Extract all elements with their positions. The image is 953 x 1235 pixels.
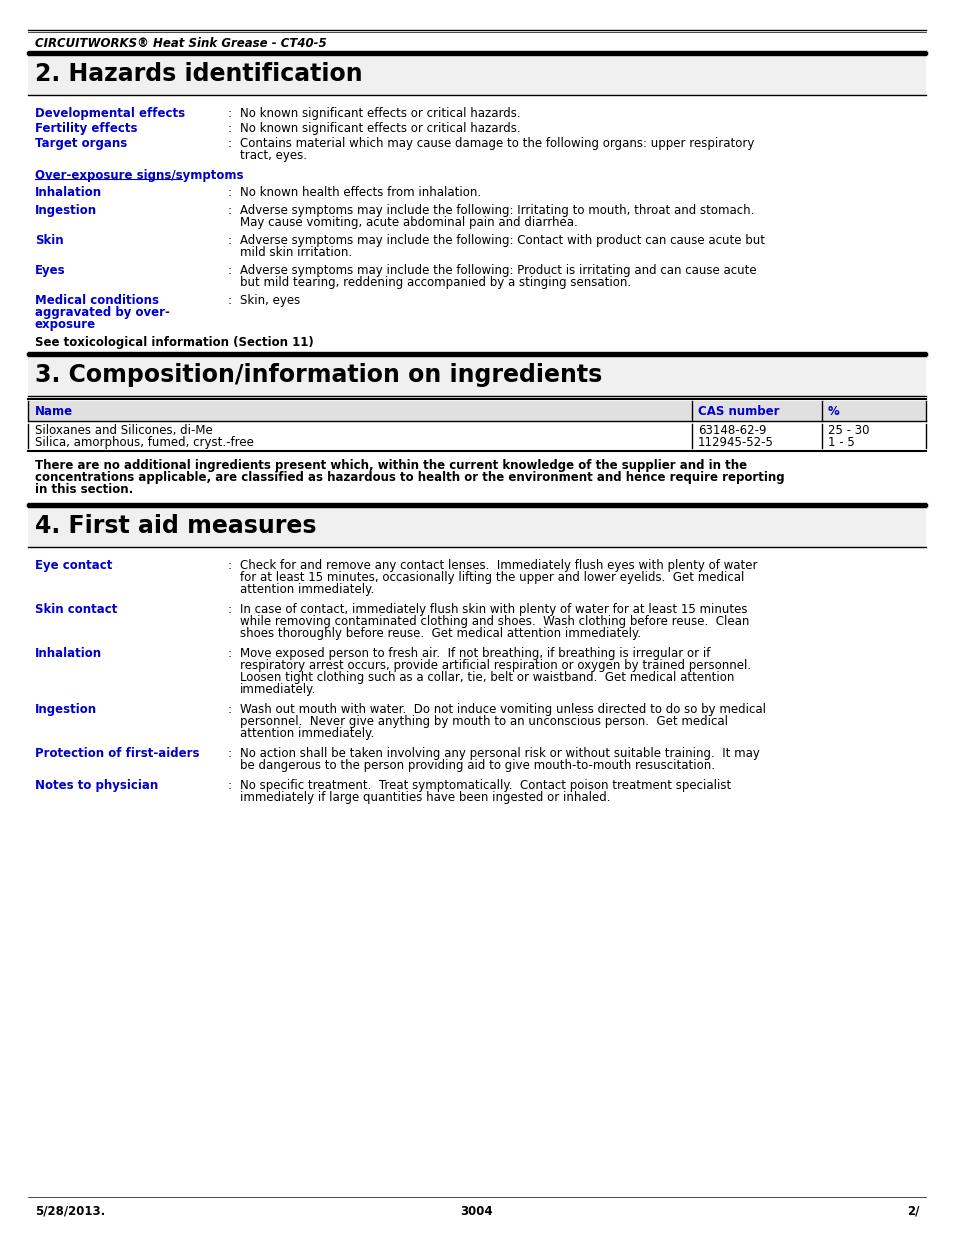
Text: Adverse symptoms may include the following: Irritating to mouth, throat and stom: Adverse symptoms may include the followi… <box>240 204 754 217</box>
Text: personnel.  Never give anything by mouth to an unconscious person.  Get medical: personnel. Never give anything by mouth … <box>240 715 727 727</box>
Bar <box>28 356 925 396</box>
Text: Medical conditions: Medical conditions <box>35 294 159 308</box>
Text: respiratory arrest occurs, provide artificial respiration or oxygen by trained p: respiratory arrest occurs, provide artif… <box>240 659 750 672</box>
Text: :: : <box>228 264 232 277</box>
Text: Inhalation: Inhalation <box>35 186 102 199</box>
Text: No known significant effects or critical hazards.: No known significant effects or critical… <box>240 107 520 120</box>
Text: 5/28/2013.: 5/28/2013. <box>35 1205 105 1218</box>
Text: Over-exposure signs/symptoms: Over-exposure signs/symptoms <box>35 169 243 182</box>
Text: Skin: Skin <box>35 233 64 247</box>
Text: Skin contact: Skin contact <box>35 603 117 616</box>
Text: Siloxanes and Silicones, di-Me: Siloxanes and Silicones, di-Me <box>35 424 213 437</box>
Text: Skin, eyes: Skin, eyes <box>240 294 300 308</box>
Text: Name: Name <box>35 405 73 417</box>
Text: :: : <box>228 647 232 659</box>
Text: Move exposed person to fresh air.  If not breathing, if breathing is irregular o: Move exposed person to fresh air. If not… <box>240 647 710 659</box>
Bar <box>28 508 925 547</box>
Text: Contains material which may cause damage to the following organs: upper respirat: Contains material which may cause damage… <box>240 137 754 149</box>
Text: 2. Hazards identification: 2. Hazards identification <box>35 62 362 86</box>
Text: :: : <box>228 107 232 120</box>
Text: There are no additional ingredients present which, within the current knowledge : There are no additional ingredients pres… <box>35 459 746 472</box>
Text: No specific treatment.  Treat symptomatically.  Contact poison treatment special: No specific treatment. Treat symptomatic… <box>240 779 731 792</box>
Text: 1 - 5: 1 - 5 <box>827 436 854 450</box>
Text: May cause vomiting, acute abdominal pain and diarrhea.: May cause vomiting, acute abdominal pain… <box>240 216 578 228</box>
Bar <box>28 56 925 95</box>
Text: Loosen tight clothing such as a collar, tie, belt or waistband.  Get medical att: Loosen tight clothing such as a collar, … <box>240 671 734 684</box>
Text: CAS number: CAS number <box>698 405 779 417</box>
Text: Ingestion: Ingestion <box>35 703 97 716</box>
Text: 2/: 2/ <box>906 1205 919 1218</box>
Text: Eyes: Eyes <box>35 264 66 277</box>
Text: CIRCUITWORKS® Heat Sink Grease - CT40-5: CIRCUITWORKS® Heat Sink Grease - CT40-5 <box>35 37 326 49</box>
Text: Ingestion: Ingestion <box>35 204 97 217</box>
Text: 112945-52-5: 112945-52-5 <box>698 436 773 450</box>
Text: 3. Composition/information on ingredients: 3. Composition/information on ingredient… <box>35 363 601 387</box>
Text: :: : <box>228 137 232 149</box>
Text: :: : <box>228 233 232 247</box>
Text: Inhalation: Inhalation <box>35 647 102 659</box>
Text: Developmental effects: Developmental effects <box>35 107 185 120</box>
Text: :: : <box>228 603 232 616</box>
Text: :: : <box>228 294 232 308</box>
Text: :: : <box>228 186 232 199</box>
Text: for at least 15 minutes, occasionally lifting the upper and lower eyelids.  Get : for at least 15 minutes, occasionally li… <box>240 571 743 584</box>
Text: Adverse symptoms may include the following: Contact with product can cause acute: Adverse symptoms may include the followi… <box>240 233 764 247</box>
Bar <box>28 401 925 421</box>
Text: :: : <box>228 779 232 792</box>
Text: Fertility effects: Fertility effects <box>35 122 137 135</box>
Text: immediately if large quantities have been ingested or inhaled.: immediately if large quantities have bee… <box>240 790 610 804</box>
Text: be dangerous to the person providing aid to give mouth-to-mouth resuscitation.: be dangerous to the person providing aid… <box>240 760 714 772</box>
Text: Eye contact: Eye contact <box>35 559 112 572</box>
Text: No action shall be taken involving any personal risk or without suitable trainin: No action shall be taken involving any p… <box>240 747 760 760</box>
Text: 4. First aid measures: 4. First aid measures <box>35 514 316 538</box>
Text: Silica, amorphous, fumed, cryst.-free: Silica, amorphous, fumed, cryst.-free <box>35 436 253 450</box>
Text: Protection of first-aiders: Protection of first-aiders <box>35 747 199 760</box>
Text: while removing contaminated clothing and shoes.  Wash clothing before reuse.  Cl: while removing contaminated clothing and… <box>240 615 749 629</box>
Text: but mild tearing, reddening accompanied by a stinging sensation.: but mild tearing, reddening accompanied … <box>240 275 631 289</box>
Text: aggravated by over-: aggravated by over- <box>35 306 170 319</box>
Text: 25 - 30: 25 - 30 <box>827 424 868 437</box>
Text: Wash out mouth with water.  Do not induce vomiting unless directed to do so by m: Wash out mouth with water. Do not induce… <box>240 703 765 716</box>
Text: mild skin irritation.: mild skin irritation. <box>240 246 352 259</box>
Text: :: : <box>228 747 232 760</box>
Text: Notes to physician: Notes to physician <box>35 779 158 792</box>
Text: concentrations applicable, are classified as hazardous to health or the environm: concentrations applicable, are classifie… <box>35 471 783 484</box>
Text: No known significant effects or critical hazards.: No known significant effects or critical… <box>240 122 520 135</box>
Text: :: : <box>228 122 232 135</box>
Text: shoes thoroughly before reuse.  Get medical attention immediately.: shoes thoroughly before reuse. Get medic… <box>240 627 640 640</box>
Text: Adverse symptoms may include the following: Product is irritating and can cause : Adverse symptoms may include the followi… <box>240 264 756 277</box>
Text: In case of contact, immediately flush skin with plenty of water for at least 15 : In case of contact, immediately flush sk… <box>240 603 747 616</box>
Text: attention immediately.: attention immediately. <box>240 583 374 597</box>
Text: exposure: exposure <box>35 317 96 331</box>
Text: :: : <box>228 204 232 217</box>
Text: 63148-62-9: 63148-62-9 <box>698 424 765 437</box>
Text: :: : <box>228 559 232 572</box>
Text: tract, eyes.: tract, eyes. <box>240 149 307 162</box>
Text: 3004: 3004 <box>460 1205 493 1218</box>
Text: See toxicological information (Section 11): See toxicological information (Section 1… <box>35 336 314 350</box>
Text: %: % <box>827 405 839 417</box>
Text: in this section.: in this section. <box>35 483 133 496</box>
Text: immediately.: immediately. <box>240 683 315 697</box>
Text: Target organs: Target organs <box>35 137 127 149</box>
Text: Check for and remove any contact lenses.  Immediately flush eyes with plenty of : Check for and remove any contact lenses.… <box>240 559 757 572</box>
Text: attention immediately.: attention immediately. <box>240 727 374 740</box>
Text: :: : <box>228 703 232 716</box>
Text: No known health effects from inhalation.: No known health effects from inhalation. <box>240 186 480 199</box>
